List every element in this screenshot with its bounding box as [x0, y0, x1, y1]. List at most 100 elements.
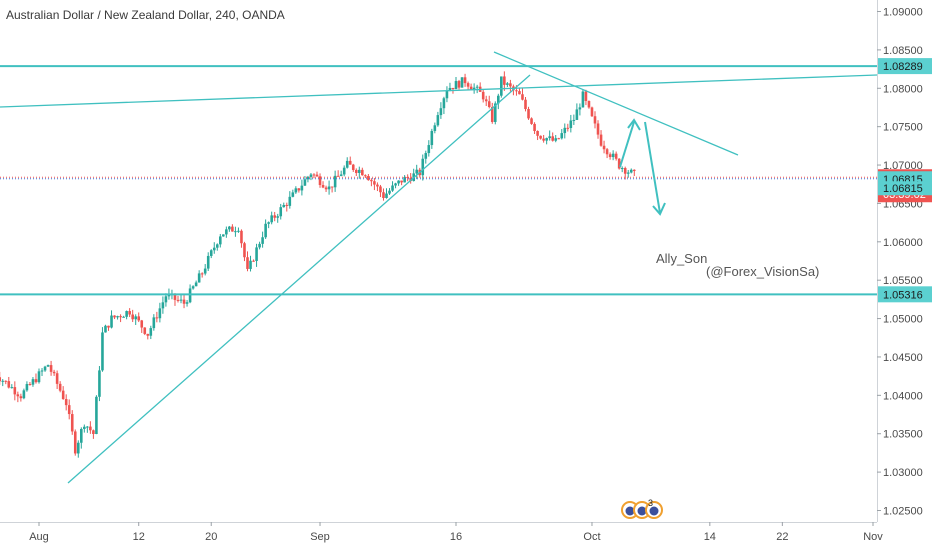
candle-body [252, 260, 255, 262]
candle-body [524, 99, 527, 110]
candle-body [22, 390, 26, 399]
level-label-lower-bg [878, 286, 932, 303]
projection-up-arrow [619, 121, 635, 168]
candle-body [484, 99, 488, 102]
candle-body [282, 204, 286, 208]
candle-body [80, 428, 83, 443]
candle-body [300, 185, 304, 191]
candle-body [219, 236, 222, 245]
candle-body [421, 158, 425, 176]
time-axis-bg [0, 522, 932, 550]
candle-body [101, 332, 104, 371]
candle-body [590, 107, 594, 117]
price-tick-label: 1.04500 [883, 352, 923, 364]
candle-body [225, 229, 228, 235]
candle-body [83, 426, 86, 429]
candle-body [424, 153, 428, 159]
candle-body [246, 257, 249, 269]
candle-body [400, 180, 403, 183]
candle-body [442, 98, 446, 109]
candle-body [86, 426, 89, 428]
candle-body [143, 327, 147, 334]
candle-body [454, 81, 458, 90]
candle-body [578, 107, 582, 110]
candle-body [264, 223, 267, 238]
price-tick-label: 1.08000 [883, 83, 923, 95]
candle-body [52, 371, 56, 374]
candle-body [89, 426, 92, 431]
candle-body [367, 176, 370, 181]
candle-body [67, 405, 71, 415]
candle-body [602, 145, 606, 150]
candle-body [336, 175, 340, 177]
candle-body [536, 131, 539, 136]
event-flag-inner [625, 506, 635, 516]
candle-body [596, 123, 600, 135]
candle-body [209, 250, 213, 256]
candle-body [569, 120, 573, 128]
candle-body [318, 176, 322, 186]
time-tick-label: Sep [310, 531, 330, 543]
candle-body [276, 216, 280, 218]
candle-body [222, 234, 225, 237]
candle-body [403, 177, 406, 183]
candle-body [554, 138, 558, 141]
candle-body [521, 94, 524, 100]
candle-body [107, 325, 110, 328]
candle-body [469, 86, 473, 90]
candle-body [433, 125, 437, 131]
candle-body [605, 149, 609, 155]
candle-body [152, 317, 156, 329]
candle-body [490, 106, 494, 122]
candle-body [46, 365, 50, 367]
time-axis[interactable]: Aug 12 20 Sep 16 Oct 14 22 Nov [0, 522, 932, 550]
candle-body [623, 168, 627, 174]
time-tick-label: Oct [583, 531, 600, 543]
price-axis[interactable]: 1.02500 1.03000 1.03500 1.04000 1.04500 1.050… [877, 0, 932, 550]
candle-body [303, 179, 307, 186]
candle-body [140, 320, 144, 328]
candle-body [503, 76, 506, 85]
candle-body [388, 190, 391, 194]
target-label-shift [878, 181, 932, 196]
candle-body [137, 316, 141, 321]
author-handle: (@Forex_VisionSa) [706, 264, 819, 279]
price-tick-label: 1.08500 [883, 45, 923, 57]
projection-down-arrowhead [652, 202, 666, 216]
candle-body [370, 180, 373, 182]
candle-body [34, 379, 38, 383]
candle-body [436, 115, 440, 126]
candle-body [608, 154, 612, 158]
candle-body [270, 215, 273, 223]
candle-body [58, 383, 62, 391]
time-tick-label: 16 [450, 531, 462, 543]
candle-body [261, 237, 264, 244]
candle-body [354, 169, 358, 173]
candle-body [158, 308, 162, 319]
candle-body [620, 168, 624, 170]
price-tick-label: 1.05000 [883, 314, 923, 326]
candle-body [116, 316, 119, 318]
candle-body [104, 325, 107, 333]
events-badge[interactable]: 3 [621, 498, 663, 519]
candle-body [149, 328, 153, 336]
candle-body [348, 160, 352, 165]
candle-body [240, 230, 243, 244]
candle-body [457, 81, 461, 88]
candle-body [448, 87, 452, 91]
price-tick-label: 1.07500 [883, 122, 923, 134]
candle-body [632, 169, 636, 171]
candle-body [506, 83, 509, 85]
candle-body [339, 174, 343, 176]
candle-body [394, 183, 397, 186]
candle-body [509, 83, 512, 87]
candle-body [533, 123, 536, 132]
candle-body [330, 186, 334, 188]
candle-body [164, 296, 168, 303]
candle-body [203, 268, 207, 274]
candle-body [345, 160, 349, 168]
candle-body [291, 192, 295, 197]
time-tick-label: Aug [29, 531, 49, 543]
candle-body [206, 255, 210, 269]
